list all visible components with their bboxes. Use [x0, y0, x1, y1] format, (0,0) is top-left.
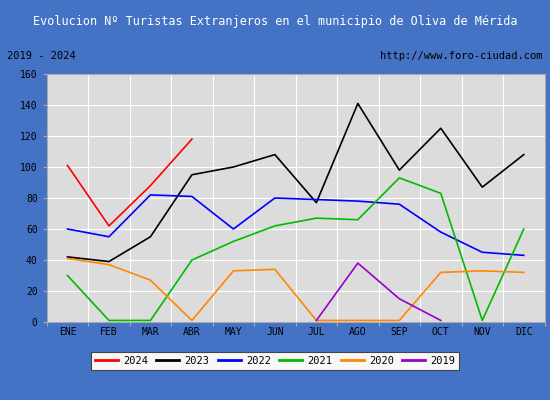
Text: 2019 - 2024: 2019 - 2024 — [7, 51, 76, 61]
Text: Evolucion Nº Turistas Extranjeros en el municipio de Oliva de Mérida: Evolucion Nº Turistas Extranjeros en el … — [33, 14, 517, 28]
Text: http://www.foro-ciudad.com: http://www.foro-ciudad.com — [381, 51, 543, 61]
Legend: 2024, 2023, 2022, 2021, 2020, 2019: 2024, 2023, 2022, 2021, 2020, 2019 — [91, 352, 459, 370]
